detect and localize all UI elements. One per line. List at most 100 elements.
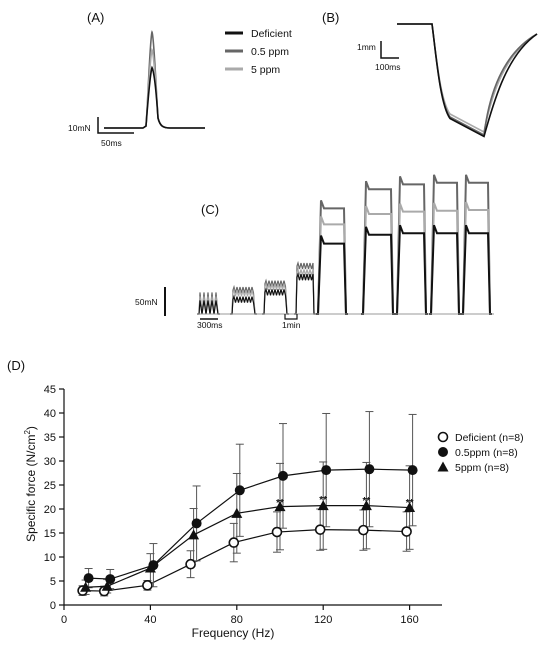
panel-d-y-axis-title-main: Specific force (N/cm bbox=[24, 435, 38, 542]
panel-d-line-0-5ppm-n-8 bbox=[88, 468, 413, 580]
panel-d-point-5ppm-n-8 bbox=[274, 501, 286, 512]
panel-d-point-deficient-n-8 bbox=[271, 526, 283, 538]
panel-d-significance-marker: ** bbox=[363, 496, 371, 507]
panel-c-trace-deficient-7 bbox=[395, 224, 428, 315]
panel-d-y-tick-label: 40 bbox=[44, 408, 56, 420]
panel-d-y-tick-label: 20 bbox=[44, 504, 56, 516]
panel-c-trace-5-ppm-6 bbox=[361, 205, 395, 315]
panel-d-x-tick-label: 160 bbox=[400, 614, 418, 626]
panel-d-y-tick-label: 30 bbox=[44, 456, 56, 468]
panel-d-point-0-5ppm-n-8 bbox=[407, 465, 418, 476]
panel-c: (C) 50mN 300ms 1min bbox=[135, 174, 494, 330]
panel-a-scale-x-label: 50ms bbox=[101, 138, 122, 148]
panel-a-trace-5-ppm bbox=[104, 47, 205, 129]
panel-c-trace-5-ppm-1 bbox=[197, 296, 220, 315]
legend-marker-0-5ppm-n-8 bbox=[438, 447, 448, 457]
panel-c-trace-5-ppm-7 bbox=[395, 203, 428, 315]
panel-d-label: (D) bbox=[7, 358, 25, 373]
panel-c-trace-deficient-1 bbox=[197, 300, 220, 315]
panel-a: (A) 10mN 50ms Deficient 0.5 ppm 5 ppm bbox=[68, 10, 292, 148]
panel-d-y-tick-label: 0 bbox=[50, 600, 56, 612]
panel-d-point-5ppm-n-8 bbox=[360, 500, 372, 511]
panel-d-point-0-5ppm-n-8 bbox=[191, 518, 202, 529]
legend-marker-deficient-n-8 bbox=[437, 431, 449, 443]
panel-d-y-tick-label: 35 bbox=[44, 432, 56, 444]
panel-d-axes: 0 40 80 120 160 0 5 10 15 20 25 30 35 40 45 bbox=[44, 384, 442, 626]
panel-d-point-deficient-n-8 bbox=[358, 524, 369, 536]
legend-label-5ppm: 5 ppm bbox=[251, 64, 280, 76]
panel-b-trace-5-ppm bbox=[397, 23, 538, 134]
panel-d-x-tick-label: 80 bbox=[231, 614, 243, 626]
panel-a-scale-y-label: 10mN bbox=[68, 123, 91, 133]
panel-b-trace-0-5-ppm bbox=[397, 23, 538, 137]
panel-c-trace-0-5-ppm-1 bbox=[197, 292, 220, 315]
panel-c-scale-x2-label: 1min bbox=[282, 320, 301, 330]
panel-d-point-5ppm-n-8 bbox=[231, 507, 243, 518]
panel-d-point-deficient-n-8 bbox=[314, 524, 326, 535]
panel-d-y-tick-label: 5 bbox=[50, 576, 56, 588]
panel-d-point-deficient-n-8 bbox=[228, 537, 240, 548]
panel-d-x-tick-label: 40 bbox=[144, 614, 156, 626]
panel-d-y-tick-label: 10 bbox=[44, 552, 56, 564]
panel-d-x-tick-label: 0 bbox=[61, 614, 67, 626]
panel-c-trace-deficient-4 bbox=[294, 272, 316, 315]
panel-a-traces bbox=[104, 30, 205, 129]
legend-label-5ppm-n-8: 5ppm (n=8) bbox=[455, 462, 509, 474]
panel-d-plot: *** ** ** ** bbox=[77, 411, 418, 597]
panel-d-point-0-5ppm-n-8 bbox=[321, 465, 332, 476]
panel-d-legend: Deficient (n=8) 0.5ppm (n=8) 5ppm (n=8) bbox=[437, 431, 524, 474]
panel-d-line-5ppm-n-8 bbox=[85, 505, 410, 588]
panel-d-point-0-5ppm-n-8 bbox=[83, 573, 94, 584]
legend-label-deficient-n-8: Deficient (n=8) bbox=[455, 432, 524, 444]
panel-d-point-5ppm-n-8 bbox=[101, 580, 113, 591]
panel-c-trace-deficient-2 bbox=[230, 294, 257, 315]
panel-d-y-axis-title-close: ) bbox=[24, 426, 38, 430]
panel-d-x-tick-label: 120 bbox=[314, 614, 332, 626]
panel-c-scale-y-label: 50mN bbox=[135, 297, 158, 307]
panel-d-x-axis-title: Frequency (Hz) bbox=[192, 626, 275, 640]
panel-c-trace-deficient-6 bbox=[361, 226, 395, 315]
panel-b: (B) 1mm 100ms bbox=[322, 10, 538, 138]
panel-d-y-tick-label: 45 bbox=[44, 384, 56, 396]
panel-c-trace-5-ppm-3 bbox=[262, 281, 289, 315]
panel-d-point-0-5ppm-n-8 bbox=[234, 485, 245, 496]
panel-b-scale-x-label: 100ms bbox=[375, 62, 401, 72]
panel-d-significance-marker: * bbox=[235, 509, 239, 520]
panel-d-y-axis-title: Specific force (N/cm2) bbox=[23, 426, 38, 542]
panel-d-point-deficient-n-8 bbox=[185, 558, 196, 570]
panel-d-point-5ppm-n-8 bbox=[404, 502, 416, 513]
panel-d-point-5ppm-n-8 bbox=[317, 500, 329, 511]
panel-b-label: (B) bbox=[322, 10, 339, 25]
panel-d-significance-marker: ** bbox=[276, 498, 284, 509]
panel-b-scale-bar: 1mm 100ms bbox=[357, 41, 401, 72]
legend-label-0-5ppm-n-8: 0.5ppm (n=8) bbox=[455, 447, 518, 459]
legend-marker-5ppm-n-8 bbox=[437, 461, 449, 472]
panel-d-y-tick-label: 25 bbox=[44, 480, 56, 492]
panel-c-trace-0-5-ppm-2 bbox=[230, 284, 257, 315]
panel-c-label: (C) bbox=[201, 202, 219, 217]
panel-d-point-5ppm-n-8 bbox=[144, 562, 156, 573]
panel-c-trace-0-5-ppm-4 bbox=[294, 260, 316, 315]
panel-d-point-0-5ppm-n-8 bbox=[105, 574, 116, 585]
panel-c-trace-deficient-3 bbox=[262, 287, 289, 315]
legend-label-0-5ppm: 0.5 ppm bbox=[251, 46, 289, 58]
panel-c-trace-5-ppm-4 bbox=[294, 267, 316, 315]
panel-d-point-5ppm-n-8 bbox=[188, 529, 200, 540]
panel-d-point-deficient-n-8 bbox=[401, 526, 412, 537]
legend-label-deficient: Deficient bbox=[251, 28, 292, 40]
panel-d-point-5ppm-n-8 bbox=[80, 581, 92, 592]
panel-c-trace-5-ppm-2 bbox=[230, 288, 257, 315]
panel-c-scale-bars: 50mN 300ms 1min bbox=[135, 287, 301, 330]
panel-c-scale-x1-label: 300ms bbox=[197, 320, 223, 330]
top-legend: Deficient 0.5 ppm 5 ppm bbox=[225, 28, 292, 76]
panel-b-trace-deficient bbox=[397, 23, 538, 138]
panel-d-y-axis-title-sup: 2 bbox=[23, 430, 32, 435]
panel-a-label: (A) bbox=[87, 10, 104, 25]
panel-d-point-deficient-n-8 bbox=[142, 580, 153, 591]
panel-d-point-0-5ppm-n-8 bbox=[364, 464, 375, 475]
panel-d-significance-marker: ** bbox=[406, 498, 414, 509]
panel-d-point-0-5ppm-n-8 bbox=[278, 470, 288, 481]
panel-d-line-deficient-n-8 bbox=[82, 529, 407, 592]
